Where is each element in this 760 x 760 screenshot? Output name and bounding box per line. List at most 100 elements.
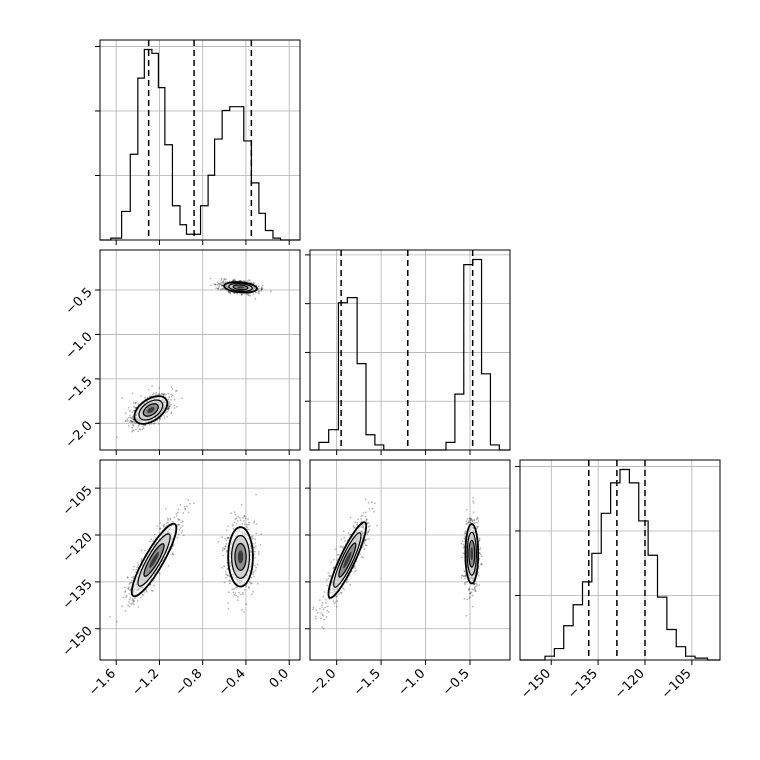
scatter-point: [168, 396, 171, 399]
y-tick-label: −135: [60, 577, 96, 613]
scatter-point: [474, 589, 477, 592]
scatter-point: [127, 604, 129, 607]
scatter-point: [256, 582, 259, 585]
scatter-point: [128, 598, 131, 601]
scatter-point: [220, 277, 223, 280]
scatter-point: [236, 519, 239, 522]
scatter-point: [124, 590, 127, 593]
scatter-point: [225, 278, 228, 281]
scatter-point: [159, 522, 162, 524]
scatter-point: [475, 527, 478, 530]
scatter-point: [241, 293, 244, 296]
scatter-point: [480, 555, 483, 558]
scatter-point: [236, 599, 239, 602]
scatter-point: [240, 293, 243, 296]
scatter-point: [147, 388, 150, 391]
scatter-point: [145, 589, 148, 592]
scatter-content: [109, 493, 263, 623]
scatter-point: [222, 288, 224, 291]
scatter-point: [125, 594, 128, 597]
scatter-point: [246, 293, 248, 296]
scatter-point: [368, 538, 371, 540]
scatter-point: [465, 523, 468, 525]
scatter-point: [333, 602, 336, 605]
scatter-point: [235, 594, 237, 597]
scatter-point: [468, 517, 471, 519]
scatter-point: [473, 519, 476, 522]
scatter-point: [359, 553, 362, 556]
scatter-point: [227, 574, 230, 576]
scatter-panel-0-2: −1.6 −1.2 −0.8 −0.4 0.0 −105 −120 −135 −150: [60, 459, 301, 699]
scatter-point: [335, 596, 337, 598]
density-contour-3: [343, 551, 352, 569]
scatter-point: [242, 593, 245, 595]
scatter-point: [221, 281, 224, 284]
scatter-point: [132, 600, 135, 603]
scatter-point: [182, 512, 185, 514]
scatter-point: [364, 544, 367, 546]
scatter-point: [170, 393, 173, 396]
scatter-point: [222, 554, 225, 557]
scatter-point: [261, 284, 264, 287]
panel-border: [519, 459, 721, 661]
scatter-point: [467, 521, 470, 524]
scatter-point: [242, 516, 245, 519]
scatter-point: [109, 615, 111, 618]
scatter-point: [247, 294, 250, 297]
scatter-point: [327, 572, 330, 574]
scatter-point: [130, 579, 133, 582]
scatter-point: [167, 408, 169, 411]
scatter-point: [467, 588, 470, 591]
scatter-point: [231, 523, 234, 526]
scatter-point: [368, 525, 371, 527]
scatter-point: [260, 289, 263, 291]
scatter-point: [133, 600, 136, 602]
scatter-point: [252, 590, 255, 593]
scatter-point: [357, 518, 360, 521]
scatter-point: [245, 585, 248, 587]
panel-border: [99, 249, 301, 451]
scatter-point: [142, 427, 145, 430]
scatter-point: [252, 281, 255, 284]
scatter-point: [475, 582, 477, 585]
scatter-point: [127, 587, 130, 590]
y-tick-label: −0.5: [63, 285, 96, 318]
scatter-point: [339, 546, 342, 548]
scatter-point: [216, 283, 219, 286]
x-tick-label: −105: [659, 666, 695, 702]
x-tick-label: −0.4: [216, 666, 249, 699]
scatter-point: [236, 596, 239, 598]
scatter-point: [469, 519, 472, 522]
scatter-point: [154, 422, 156, 425]
scatter-point: [224, 538, 227, 540]
x-tick-label: −2.0: [307, 666, 340, 699]
scatter-point: [177, 533, 180, 536]
scatter-point: [129, 597, 132, 599]
scatter-point: [158, 572, 161, 575]
scatter-point: [253, 522, 255, 524]
x-tick-label: −1.6: [86, 666, 119, 699]
scatter-point: [224, 548, 226, 550]
scatter-point: [180, 531, 183, 534]
scatter-point: [239, 519, 242, 522]
scatter-point: [240, 503, 243, 506]
scatter-point: [261, 288, 263, 290]
scatter-point: [336, 595, 339, 598]
scatter-point: [365, 538, 368, 540]
scatter-point: [312, 608, 314, 611]
scatter-point: [220, 281, 222, 284]
scatter-point: [178, 519, 180, 522]
scatter-panel-0-1: −0.5 −1.0 −1.5 −2.0: [63, 249, 301, 455]
scatter-point: [471, 594, 474, 597]
scatter-point: [167, 398, 170, 400]
scatter-point: [360, 518, 362, 520]
scatter-point: [168, 401, 171, 404]
scatter-content: [310, 496, 483, 632]
histogram-panel-0: [95, 39, 301, 245]
scatter-point: [177, 508, 180, 511]
scatter-point: [462, 552, 465, 554]
scatter-point: [135, 401, 137, 404]
scatter-point: [167, 407, 170, 410]
scatter-point: [467, 521, 470, 524]
